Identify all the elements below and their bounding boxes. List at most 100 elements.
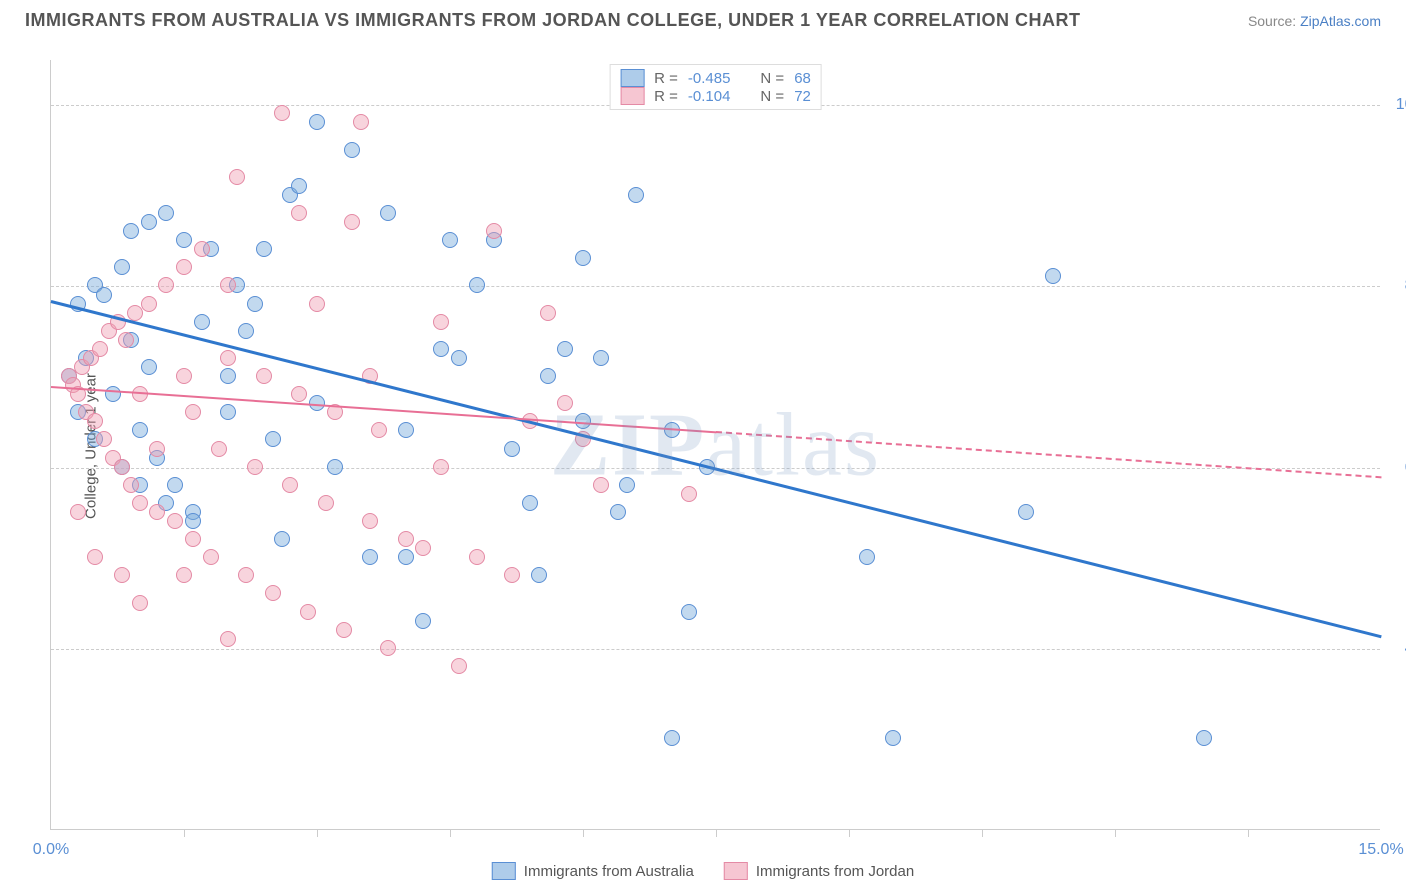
scatter-point-australia bbox=[141, 214, 157, 230]
scatter-point-jordan bbox=[415, 540, 431, 556]
scatter-point-australia bbox=[398, 422, 414, 438]
scatter-point-australia bbox=[610, 504, 626, 520]
scatter-point-jordan bbox=[211, 441, 227, 457]
scatter-point-australia bbox=[433, 341, 449, 357]
r-value-australia: -0.485 bbox=[688, 70, 731, 87]
scatter-point-jordan bbox=[486, 223, 502, 239]
scatter-point-australia bbox=[469, 277, 485, 293]
scatter-point-australia bbox=[176, 232, 192, 248]
x-tick-label: 0.0% bbox=[33, 841, 69, 859]
scatter-point-jordan bbox=[158, 277, 174, 293]
scatter-point-australia bbox=[327, 459, 343, 475]
scatter-point-jordan bbox=[185, 531, 201, 547]
scatter-point-australia bbox=[344, 142, 360, 158]
scatter-point-jordan bbox=[344, 214, 360, 230]
scatter-point-jordan bbox=[185, 404, 201, 420]
legend-row-australia: R = -0.485 N = 68 bbox=[620, 69, 811, 87]
scatter-point-jordan bbox=[433, 314, 449, 330]
scatter-point-australia bbox=[158, 205, 174, 221]
scatter-point-jordan bbox=[194, 241, 210, 257]
scatter-point-australia bbox=[451, 350, 467, 366]
source-attribution: Source: ZipAtlas.com bbox=[1248, 13, 1381, 29]
scatter-point-australia bbox=[132, 422, 148, 438]
scatter-point-jordan bbox=[362, 513, 378, 529]
scatter-point-australia bbox=[274, 531, 290, 547]
n-label: N = bbox=[760, 88, 784, 105]
scatter-point-jordan bbox=[87, 549, 103, 565]
scatter-point-australia bbox=[575, 250, 591, 266]
scatter-point-australia bbox=[256, 241, 272, 257]
swatch-jordan bbox=[620, 87, 644, 105]
scatter-point-jordan bbox=[176, 368, 192, 384]
scatter-point-jordan bbox=[176, 259, 192, 275]
scatter-point-jordan bbox=[149, 504, 165, 520]
header: IMMIGRANTS FROM AUSTRALIA VS IMMIGRANTS … bbox=[0, 0, 1406, 41]
scatter-point-jordan bbox=[247, 459, 263, 475]
scatter-point-jordan bbox=[114, 567, 130, 583]
y-tick-label: 100.0% bbox=[1396, 96, 1406, 114]
scatter-point-jordan bbox=[123, 477, 139, 493]
scatter-point-australia bbox=[1196, 730, 1212, 746]
scatter-point-australia bbox=[885, 730, 901, 746]
scatter-point-jordan bbox=[141, 296, 157, 312]
scatter-point-australia bbox=[1018, 504, 1034, 520]
scatter-point-australia bbox=[504, 441, 520, 457]
scatter-point-jordan bbox=[300, 604, 316, 620]
scatter-point-jordan bbox=[265, 585, 281, 601]
scatter-point-jordan bbox=[149, 441, 165, 457]
scatter-point-australia bbox=[628, 187, 644, 203]
scatter-point-australia bbox=[291, 178, 307, 194]
n-value-jordan: 72 bbox=[794, 88, 811, 105]
scatter-point-jordan bbox=[132, 495, 148, 511]
source-link[interactable]: ZipAtlas.com bbox=[1300, 13, 1381, 29]
scatter-point-jordan bbox=[593, 477, 609, 493]
scatter-point-jordan bbox=[203, 549, 219, 565]
scatter-point-australia bbox=[167, 477, 183, 493]
n-label: N = bbox=[760, 70, 784, 87]
scatter-point-australia bbox=[415, 613, 431, 629]
n-value-australia: 68 bbox=[794, 70, 811, 87]
scatter-point-jordan bbox=[256, 368, 272, 384]
scatter-point-australia bbox=[593, 350, 609, 366]
gridline-horizontal bbox=[51, 286, 1380, 287]
r-label: R = bbox=[654, 70, 678, 87]
scatter-point-australia bbox=[398, 549, 414, 565]
scatter-point-jordan bbox=[557, 395, 573, 411]
x-tick bbox=[583, 829, 584, 837]
scatter-point-jordan bbox=[229, 169, 245, 185]
scatter-point-jordan bbox=[167, 513, 183, 529]
scatter-point-jordan bbox=[353, 114, 369, 130]
scatter-point-australia bbox=[859, 549, 875, 565]
swatch-australia bbox=[492, 862, 516, 880]
scatter-point-jordan bbox=[469, 549, 485, 565]
scatter-point-australia bbox=[123, 223, 139, 239]
scatter-point-jordan bbox=[380, 640, 396, 656]
scatter-point-jordan bbox=[118, 332, 134, 348]
scatter-point-jordan bbox=[318, 495, 334, 511]
scatter-point-jordan bbox=[87, 413, 103, 429]
scatter-point-australia bbox=[141, 359, 157, 375]
scatter-point-australia bbox=[522, 495, 538, 511]
scatter-point-jordan bbox=[681, 486, 697, 502]
scatter-point-australia bbox=[1045, 268, 1061, 284]
scatter-point-jordan bbox=[114, 459, 130, 475]
scatter-point-jordan bbox=[309, 296, 325, 312]
scatter-point-jordan bbox=[398, 531, 414, 547]
x-tick bbox=[716, 829, 717, 837]
scatter-point-australia bbox=[557, 341, 573, 357]
scatter-point-jordan bbox=[220, 350, 236, 366]
source-prefix: Source: bbox=[1248, 13, 1300, 29]
swatch-jordan bbox=[724, 862, 748, 880]
series-legend: Immigrants from Australia Immigrants fro… bbox=[484, 860, 922, 882]
scatter-point-australia bbox=[220, 368, 236, 384]
scatter-point-australia bbox=[619, 477, 635, 493]
scatter-point-australia bbox=[309, 114, 325, 130]
x-tick bbox=[450, 829, 451, 837]
scatter-point-jordan bbox=[274, 105, 290, 121]
chart-title: IMMIGRANTS FROM AUSTRALIA VS IMMIGRANTS … bbox=[25, 10, 1081, 31]
r-label: R = bbox=[654, 88, 678, 105]
scatter-point-jordan bbox=[291, 205, 307, 221]
x-tick bbox=[1248, 829, 1249, 837]
r-value-jordan: -0.104 bbox=[688, 88, 731, 105]
scatter-point-jordan bbox=[336, 622, 352, 638]
